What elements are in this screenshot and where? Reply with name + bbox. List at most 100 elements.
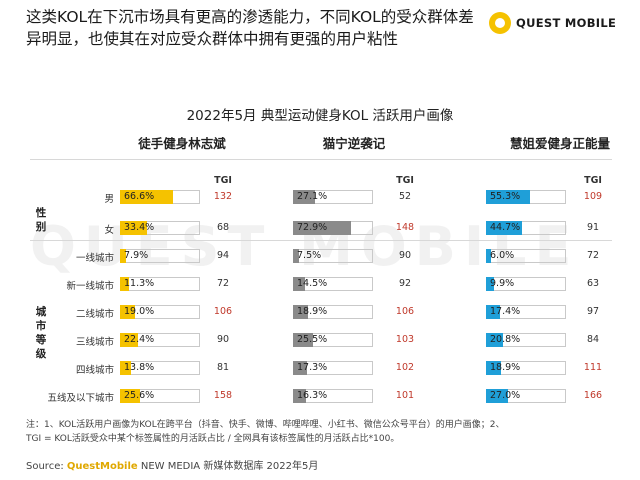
tgi-value: 52 — [398, 191, 412, 202]
bar-value-label: 7.5% — [297, 250, 322, 261]
bar-value-label: 72.9% — [297, 222, 328, 233]
bar — [293, 361, 307, 375]
bar — [120, 305, 136, 319]
tgi-value: 63 — [586, 278, 600, 289]
tgi-value: 103 — [395, 334, 415, 345]
bar — [486, 305, 500, 319]
bar-value-label: 18.9% — [297, 306, 328, 317]
tgi-value: 109 — [583, 191, 603, 202]
kol-title-1: 徒手健身林志斌 — [138, 136, 226, 151]
row-label: 二线城市 — [75, 309, 114, 320]
tgi-header-1: TGI — [214, 175, 232, 186]
tgi-value: 81 — [216, 362, 230, 373]
bar-value-label: 17.3% — [297, 362, 328, 373]
bar — [293, 190, 315, 204]
row-label: 一线城市 — [75, 253, 114, 264]
group-label-2: 城市等级 — [35, 306, 47, 360]
logo-icon — [489, 12, 511, 34]
bar-value-label: 25.6% — [124, 390, 155, 401]
bar — [120, 361, 132, 375]
bar-value-label: 19.0% — [124, 306, 155, 317]
bar-value-label: 14.5% — [297, 278, 328, 289]
bar — [293, 249, 299, 263]
bar-value-label: 18.9% — [490, 362, 521, 373]
bar — [120, 389, 141, 403]
tgi-value: 97 — [586, 306, 600, 317]
source-line: Source: QuestMobile NEW MEDIA 新媒体数据库 202… — [26, 457, 318, 472]
tgi-value: 90 — [398, 250, 412, 261]
chart-title: 2022年5月 典型运动健身KOL 活跃用户画像 — [186, 108, 454, 124]
bar-value-label: 33.4% — [124, 222, 155, 233]
tgi-value: 72 — [216, 278, 230, 289]
tgi-value: 132 — [213, 191, 233, 202]
bar — [293, 333, 314, 347]
footnote: 注：1、KOL活跃用户画像为KOL在跨平台（抖音、快手、微博、哔哩哔哩、小红书、… — [26, 418, 616, 446]
row-label: 新一线城市 — [66, 281, 114, 292]
bar — [120, 190, 174, 204]
bar-value-label: 16.3% — [297, 390, 328, 401]
bar — [120, 333, 138, 347]
bar-value-label: 27.1% — [297, 191, 328, 202]
tgi-value: 106 — [213, 306, 233, 317]
bar-value-label: 17.4% — [490, 306, 521, 317]
footnote-line-1: 注：1、KOL活跃用户画像为KOL在跨平台（抖音、快手、微博、哔哩哔哩、小红书、… — [26, 420, 505, 430]
row-label: 五线及以下城市 — [47, 393, 114, 404]
tgi-header-3: TGI — [584, 175, 602, 186]
bar-value-label: 55.3% — [490, 191, 521, 202]
bar-value-label: 66.6% — [124, 191, 155, 202]
bar — [293, 221, 352, 235]
bar — [486, 277, 494, 291]
bar — [120, 221, 147, 235]
source-brand: QuestMobile — [66, 461, 138, 472]
tgi-value: 158 — [213, 390, 233, 401]
footnote-line-2: TGI = KOL活跃受众中某个标签属性的月活跃占比 / 全网具有该标签属性的月… — [26, 434, 400, 444]
bar — [486, 389, 508, 403]
source-rest: NEW MEDIA 新媒体数据库 2022年5月 — [137, 461, 319, 472]
bar — [486, 361, 502, 375]
bar-value-label: 7.9% — [124, 250, 149, 261]
bar — [293, 305, 309, 319]
bar-value-label: 22.4% — [124, 334, 155, 345]
group-label-1: 性别 — [35, 206, 47, 233]
tgi-value: 72 — [586, 250, 600, 261]
headline: 这类KOL在下沉市场具有更高的渗透能力，不同KOL的受众群体差异明显，也使其在对… — [26, 8, 474, 48]
bar-value-label: 44.7% — [490, 222, 521, 233]
bar — [293, 277, 305, 291]
bar-value-label: 25.5% — [297, 334, 328, 345]
bar-value-label: 13.8% — [124, 362, 155, 373]
tgi-value: 91 — [586, 222, 600, 233]
kol-title-2: 猫宁逆袭记 — [322, 136, 386, 151]
bar — [120, 249, 127, 263]
row-label: 男 — [104, 194, 114, 205]
tgi-value: 111 — [583, 362, 603, 373]
gender-city-separator — [30, 240, 612, 241]
bar — [486, 190, 531, 204]
kol-title-3: 慧姐爱健身正能量 — [509, 136, 610, 151]
bar-value-label: 6.0% — [490, 250, 515, 261]
tgi-header-2: TGI — [396, 175, 414, 186]
row-label: 四线城市 — [75, 365, 114, 376]
row-label: 女 — [104, 225, 114, 236]
bar — [486, 333, 503, 347]
bar-value-label: 11.3% — [124, 278, 155, 289]
bar-value-label: 20.8% — [490, 334, 521, 345]
row-label: 三线城市 — [75, 337, 114, 348]
bar-value-label: 27.0% — [490, 390, 521, 401]
tgi-value: 84 — [586, 334, 600, 345]
bar — [120, 277, 130, 291]
tgi-value: 101 — [395, 390, 415, 401]
bar — [293, 389, 307, 403]
tgi-value: 166 — [583, 390, 603, 401]
tgi-value: 90 — [216, 334, 230, 345]
source-prefix: Source: — [26, 461, 67, 472]
top-separator — [30, 159, 612, 160]
bar-value-label: 9.9% — [490, 278, 515, 289]
tgi-value: 106 — [395, 306, 415, 317]
questmobile-logo: QUEST MOBILE — [489, 12, 616, 34]
tgi-value: 92 — [398, 278, 412, 289]
tgi-value: 102 — [395, 362, 415, 373]
tgi-value: 94 — [216, 250, 230, 261]
bar — [486, 249, 491, 263]
tgi-value: 68 — [216, 222, 230, 233]
tgi-value: 148 — [395, 222, 415, 233]
